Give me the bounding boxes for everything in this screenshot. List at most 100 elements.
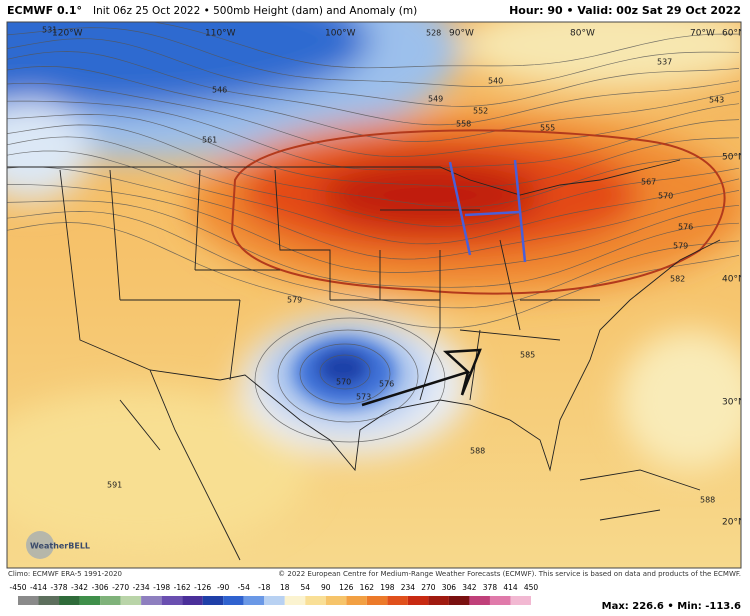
contour-label: 570 (658, 192, 673, 201)
contour-label: 552 (473, 107, 488, 116)
colorbar-label: 342 (462, 583, 477, 592)
colorbar-swatch (18, 596, 39, 605)
latitude-label: 30°N (722, 398, 745, 408)
colorbar-label: -54 (238, 583, 250, 592)
colorbar-label: -18 (258, 583, 270, 592)
longitude-label: 110°W (205, 29, 236, 39)
colorbar-swatch (264, 596, 285, 605)
valid-time: Hour: 90 • Valid: 00z Sat 29 Oct 2022 (509, 4, 741, 17)
header-title: Init 06z 25 Oct 2022 • 500mb Height (dam… (93, 5, 417, 17)
colorbar-label: -270 (112, 583, 129, 592)
colorbar: -450 -414 -378 -342 -306 -270 -234 -198 -162 -126… (9, 583, 538, 605)
copyright: © 2022 European Centre for Medium-Range … (278, 570, 741, 578)
contour-label: 546 (212, 86, 227, 95)
colorbar-swatch (448, 596, 470, 605)
colorbar-label: 198 (380, 583, 395, 592)
contour-line (7, 124, 740, 208)
map: 120°W 110°W 100°W 90°W 80°W 70°W 60°N 50°N 40°N 3… (7, 22, 745, 568)
colorbar-swatch (100, 596, 121, 605)
logo-icon (26, 531, 54, 559)
map-labels: 120°W 110°W 100°W 90°W 80°W 70°W 60°N 50°N 40°N 3… (42, 26, 745, 528)
colorbar-swatch (284, 596, 306, 605)
latitude-label: 20°N (722, 518, 745, 528)
contour-ring (319, 354, 371, 390)
contour-label: 576 (678, 223, 693, 232)
colorbar-swatch (141, 596, 162, 605)
colorbar-label: 90 (321, 583, 331, 592)
contour-label: 531 (42, 26, 57, 35)
colorbar-swatch (489, 596, 511, 605)
colorbar-label: -198 (153, 583, 170, 592)
colorbar-label: 306 (442, 583, 457, 592)
longitude-label: 70°W (690, 29, 715, 39)
contour-line (7, 27, 740, 87)
colorbar-label: 126 (339, 583, 354, 592)
colorbar-swatch (366, 596, 388, 605)
longitude-label: 120°W (52, 29, 83, 39)
colorbar-label: -162 (174, 583, 191, 592)
contour-label: 573 (356, 393, 371, 402)
colorbar-swatch (305, 596, 326, 605)
colorbar-label: -126 (194, 583, 211, 592)
colorbar-label: -450 (9, 583, 26, 592)
contour-line (7, 136, 740, 227)
contour-label: 543 (709, 96, 724, 105)
contour-label: 549 (428, 95, 443, 104)
contour-line (7, 150, 740, 245)
map-frame (6, 21, 742, 569)
colorbar-swatch (243, 596, 265, 605)
colorbar-swatch (120, 596, 142, 605)
contour-label: 585 (520, 351, 535, 360)
contour-label: 555 (540, 124, 555, 133)
hand-drawn-h (448, 159, 527, 263)
colorbar-label: -90 (217, 583, 229, 592)
colorbar-label: -234 (133, 583, 150, 592)
contour-label: 540 (488, 77, 503, 86)
contour-line (7, 100, 740, 171)
colorbar-label: 270 (421, 583, 436, 592)
colorbar-label: 414 (503, 583, 518, 592)
borders (7, 159, 721, 561)
longitude-label: 90°W (449, 29, 474, 39)
colorbar-label: 162 (360, 583, 375, 592)
logo: WeatherBELL (30, 542, 90, 551)
contour-line (7, 211, 740, 309)
contour-label: 567 (641, 178, 656, 187)
model-name: ECMWF 0.1° (7, 4, 82, 17)
colorbar-label: -342 (71, 583, 88, 592)
colorbar-label: -306 (92, 583, 109, 592)
colorbar-swatch (510, 596, 531, 605)
colorbar-swatch (469, 596, 490, 605)
latitude-label: 40°N (722, 275, 745, 285)
contour-label: 558 (456, 120, 471, 129)
contour-line (151, 22, 740, 69)
colorbar-label: 378 (483, 583, 498, 592)
colorbar-label: 234 (401, 583, 416, 592)
height-contours (7, 22, 740, 443)
contour-line (7, 38, 740, 107)
longitude-label: 100°W (325, 29, 356, 39)
contour-label: 561 (202, 136, 217, 145)
contour-line (7, 66, 740, 142)
colorbar-swatch (202, 596, 224, 605)
colorbar-label: -378 (51, 583, 68, 592)
contour-line (7, 184, 740, 273)
colorbar-swatch (59, 596, 80, 605)
colorbar-swatch (38, 596, 60, 605)
colorbar-swatch (223, 596, 244, 605)
colorbar-swatch (346, 596, 367, 605)
contour-label: 570 (336, 378, 351, 387)
contour-label: 591 (107, 481, 122, 490)
colorbar-label: -414 (30, 583, 47, 592)
latitude-label: 50°N (722, 153, 745, 163)
contour-line (7, 82, 740, 157)
low-core (295, 338, 395, 406)
max-min: Max: 226.6 • Min: -113.6 (602, 601, 741, 612)
contour-line (7, 166, 740, 260)
contour-label: 528 (426, 29, 441, 38)
climo-note: Climo: ECMWF ERA-5 1991-2020 (8, 570, 122, 578)
colorbar-label: 54 (301, 583, 311, 592)
contour-label: 579 (673, 242, 688, 251)
colorbar-label: 18 (280, 583, 290, 592)
